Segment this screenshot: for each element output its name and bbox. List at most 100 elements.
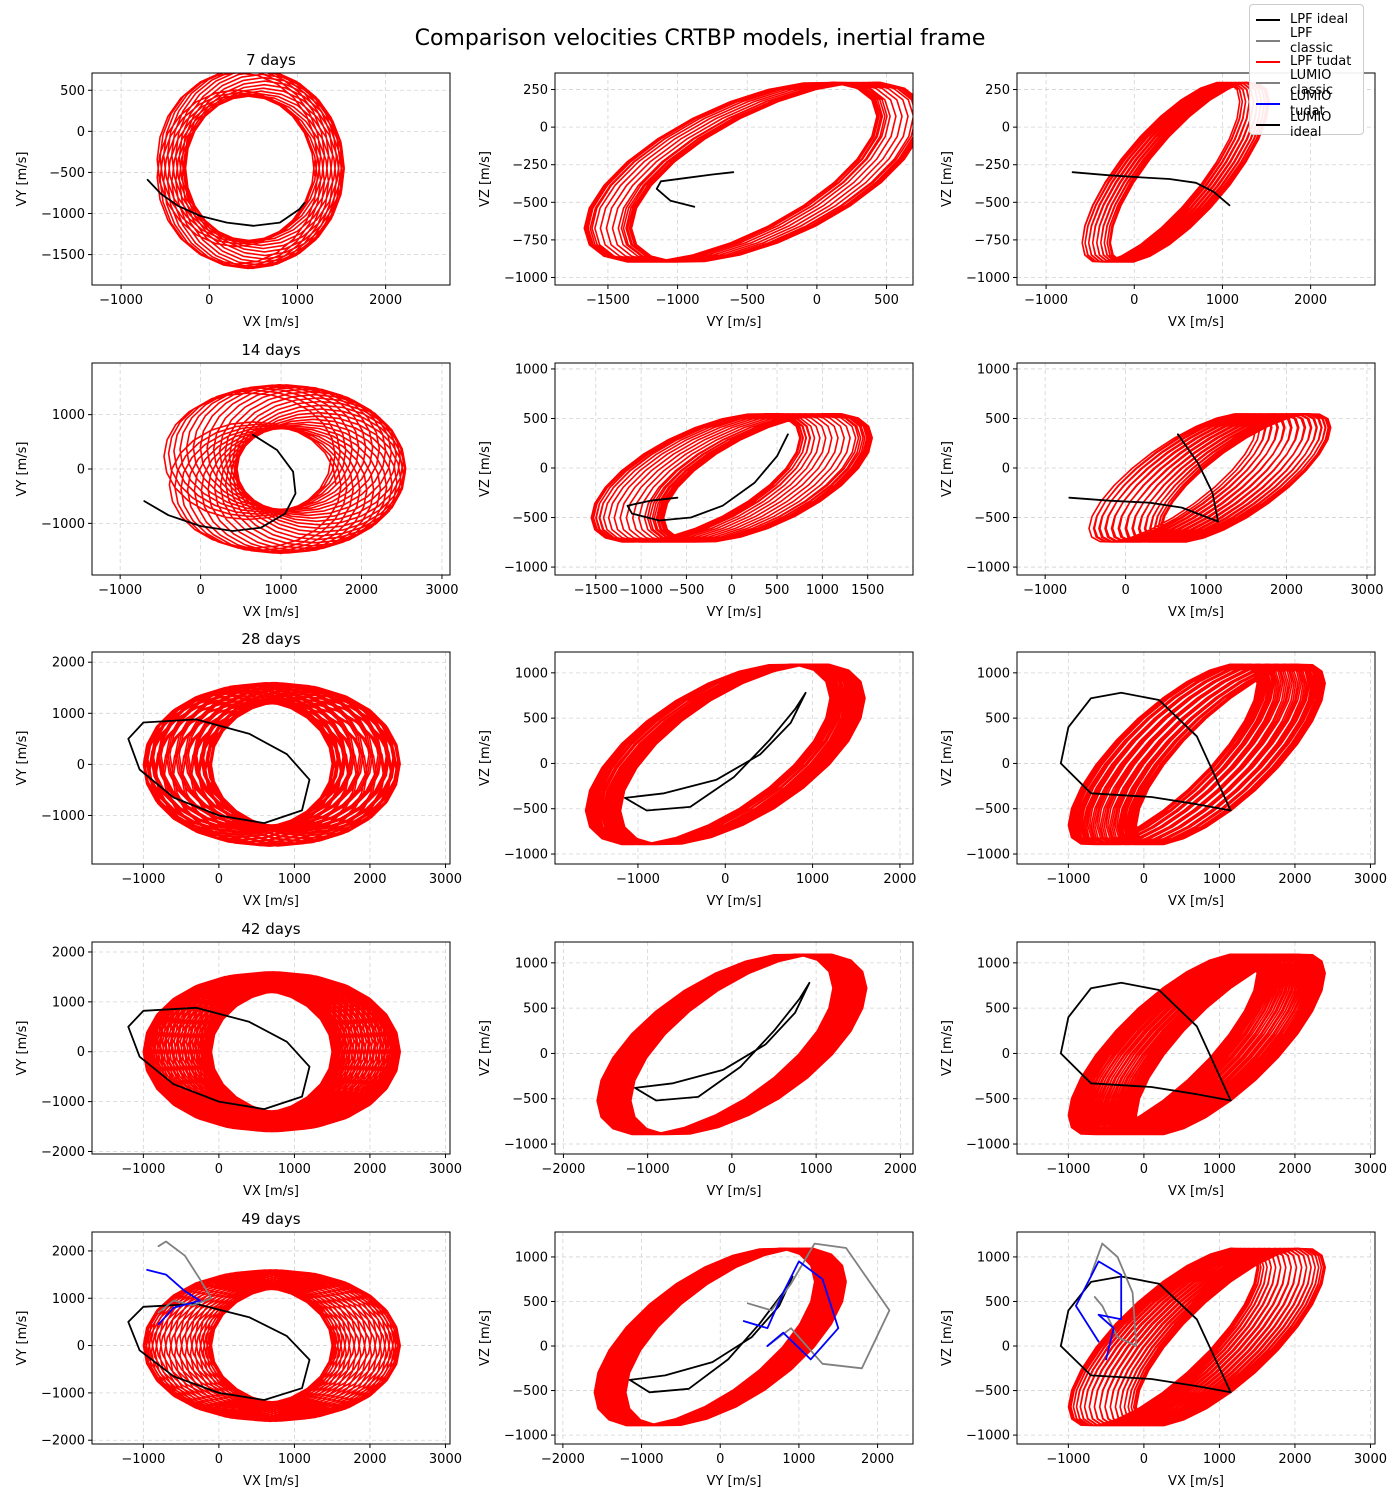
subplot-r2-c2: −1000 0 1000 2000 3000 −1000 −500 0 500 1000 VX [m…: [940, 651, 1387, 909]
y-tick-label: 1000: [977, 666, 1010, 681]
legend-item-lumio-ideal: LUMIO ideal: [1256, 110, 1357, 140]
x-tick-label: 0: [205, 293, 213, 308]
y-axis-label: VY [m/s]: [15, 152, 30, 207]
y-tick-label: 250: [523, 83, 548, 98]
x-tick-label: 2000: [861, 1452, 894, 1467]
plot-area: [127, 1240, 401, 1423]
y-tick-label: −500: [512, 196, 548, 211]
figure-title: Comparison velocities CRTBP models, iner…: [414, 26, 986, 51]
y-tick-label: 0: [1002, 462, 1010, 477]
x-tick-label: 1000: [278, 1452, 311, 1467]
plot-area: [146, 73, 345, 270]
plot-area: [1059, 663, 1326, 846]
legend-item-lpf-tudat: LPF tudat: [1256, 51, 1357, 72]
x-axis-label: VY [m/s]: [707, 1474, 762, 1489]
x-tick-label: 1000: [265, 583, 298, 598]
y-tick-label: 0: [1002, 1340, 1010, 1355]
x-tick-label: 1000: [278, 872, 311, 887]
y-tick-label: 500: [523, 412, 548, 427]
x-tick-label: 3000: [1354, 872, 1387, 887]
x-tick-label: 2000: [353, 872, 386, 887]
x-tick-label: 0: [215, 1162, 223, 1177]
x-tick-label: −500: [729, 293, 765, 308]
y-tick-label: 1000: [515, 666, 548, 681]
x-tick-label: 0: [1140, 1452, 1148, 1467]
y-tick-label: −1000: [41, 517, 85, 532]
x-tick-label: 0: [1140, 872, 1148, 887]
series-lpf-ideal: [127, 1303, 311, 1401]
legend-swatch: [1256, 60, 1280, 63]
subplot-r1-c2: −1000 0 1000 2000 3000 −1000 −500 0 500 1000 VX [m…: [940, 362, 1384, 620]
y-tick-label: 2000: [52, 945, 85, 960]
x-axis-label: VY [m/s]: [707, 605, 762, 620]
legend-swatch: [1256, 39, 1280, 42]
series-lumio-tudat: [146, 1269, 201, 1326]
subplot-r1-c0: −1000 0 1000 2000 3000 −1000 0 1000 VX [m/s] VY […: [15, 341, 459, 620]
x-tick-label: 1000: [1206, 293, 1239, 308]
x-axis-label: VX [m/s]: [243, 1184, 299, 1199]
series-lpf-tudat: [142, 681, 401, 847]
x-tick-label: 2000: [353, 1452, 386, 1467]
axes-frame: [554, 941, 914, 1155]
plot-area: [1059, 953, 1326, 1136]
series-lpf-tudat: [1067, 663, 1326, 846]
x-axis-label: VX [m/s]: [243, 894, 299, 909]
x-tick-label: 0: [728, 583, 736, 598]
x-tick-label: 1000: [1203, 1162, 1236, 1177]
y-tick-label: −500: [974, 196, 1010, 211]
y-tick-label: 500: [985, 1295, 1010, 1310]
x-tick-label: 0: [1121, 583, 1129, 598]
y-axis-label: VZ [m/s]: [478, 1020, 493, 1076]
legend-label: LUMIO tudat: [1290, 88, 1332, 119]
x-tick-label: 1000: [796, 872, 829, 887]
y-tick-label: −1000: [966, 848, 1010, 863]
y-tick-label: −1000: [504, 1138, 548, 1153]
axes-frame: [554, 651, 914, 865]
legend-swatch: [1256, 81, 1280, 84]
axes-frame: [1016, 72, 1376, 286]
y-tick-label: 500: [523, 1295, 548, 1310]
y-axis-label: VZ [m/s]: [478, 730, 493, 786]
x-tick-label: −1500: [574, 583, 618, 598]
x-tick-label: 2000: [369, 293, 402, 308]
x-tick-label: 2000: [883, 872, 916, 887]
axes-frame: [91, 941, 451, 1155]
x-axis-label: VX [m/s]: [243, 1474, 299, 1489]
subplot-title: 42 days: [241, 920, 300, 938]
x-tick-label: 2000: [1278, 1162, 1311, 1177]
plot-area: [593, 1242, 891, 1427]
y-tick-label: 1000: [977, 362, 1010, 377]
y-tick-label: −1000: [41, 207, 85, 222]
x-tick-label: 2000: [884, 1162, 917, 1177]
x-tick-label: −1500: [586, 293, 630, 308]
legend-swatch: [1256, 102, 1280, 105]
series-lpf-ideal: [655, 171, 735, 208]
x-tick-label: 3000: [429, 1452, 462, 1467]
series-lpf-tudat: [163, 384, 407, 555]
y-tick-label: −500: [974, 1092, 1010, 1107]
series-lpf-ideal: [626, 433, 789, 522]
x-tick-label: −1000: [1046, 1162, 1090, 1177]
x-tick-label: −1000: [620, 1452, 664, 1467]
y-tick-label: 2000: [52, 1244, 85, 1259]
y-tick-label: 0: [77, 758, 85, 773]
y-tick-label: −1000: [966, 1138, 1010, 1153]
x-tick-label: 0: [813, 293, 821, 308]
subplot-title: 7 days: [246, 51, 296, 69]
y-axis-label: VZ [m/s]: [940, 151, 955, 207]
y-tick-label: 500: [985, 712, 1010, 727]
legend-item-lpf-classic: LPF classic: [1256, 26, 1357, 56]
y-tick-label: −250: [512, 158, 548, 173]
y-tick-label: 1000: [515, 362, 548, 377]
y-tick-label: 0: [1002, 757, 1010, 772]
x-tick-label: −1000: [1046, 1452, 1090, 1467]
series-lpf-ideal: [143, 433, 297, 532]
subplot-r4-c0: −1000 0 1000 2000 3000 −2000 −1000 0 1000 2000 VX …: [15, 1210, 462, 1489]
x-tick-label: −1000: [121, 1452, 165, 1467]
y-tick-label: −500: [974, 511, 1010, 526]
y-tick-label: 1000: [977, 1250, 1010, 1265]
axes-frame: [91, 72, 451, 286]
legend-label: LPF classic: [1290, 25, 1334, 56]
subplot-title: 28 days: [241, 630, 300, 648]
axes-frame: [91, 651, 451, 865]
